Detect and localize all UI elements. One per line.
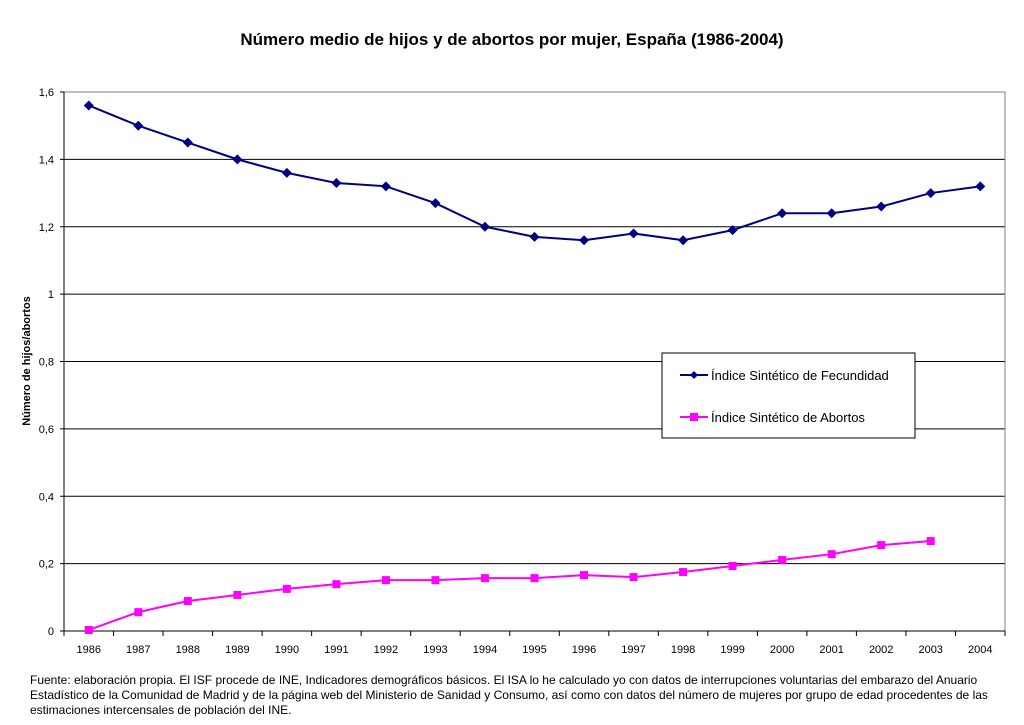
data-point bbox=[778, 555, 787, 564]
data-point bbox=[628, 228, 639, 239]
x-tick-label: 2003 bbox=[918, 644, 942, 656]
x-tick-label: 1989 bbox=[225, 644, 249, 656]
data-point bbox=[332, 580, 341, 589]
data-point bbox=[182, 137, 193, 148]
x-tick-label: 1998 bbox=[671, 644, 695, 656]
legend: Índice Sintético de Fecundidad Índice Sin… bbox=[661, 352, 916, 439]
y-tick-label: 0,4 bbox=[39, 491, 54, 503]
x-tick-label: 1986 bbox=[77, 644, 101, 656]
data-point bbox=[826, 208, 837, 219]
x-tick-label: 1996 bbox=[572, 644, 596, 656]
data-point bbox=[282, 584, 291, 593]
x-tick-label: 1988 bbox=[176, 644, 200, 656]
data-point bbox=[629, 573, 638, 582]
chart-title: Número medio de hijos y de abortos por m… bbox=[240, 30, 783, 49]
data-point bbox=[529, 231, 540, 242]
data-point bbox=[727, 225, 738, 236]
data-point bbox=[827, 550, 836, 559]
series-fecundidad bbox=[83, 100, 986, 246]
x-tick-label: 1992 bbox=[374, 644, 398, 656]
y-tick-label: 0,6 bbox=[39, 424, 54, 436]
data-point bbox=[380, 181, 391, 192]
x-tick-label: 1991 bbox=[324, 644, 348, 656]
x-tick-label: 1994 bbox=[473, 644, 497, 656]
x-tick-label: 2000 bbox=[770, 644, 794, 656]
x-tick-label: 1993 bbox=[423, 644, 447, 656]
data-point bbox=[430, 198, 441, 209]
data-point bbox=[232, 154, 243, 165]
x-tick-label: 2001 bbox=[819, 644, 843, 656]
y-tick-label: 1 bbox=[48, 289, 54, 301]
data-point bbox=[728, 561, 737, 570]
line-chart: Número medio de hijos y de abortos por m… bbox=[21, 30, 1006, 656]
data-point bbox=[530, 574, 539, 583]
data-point bbox=[331, 177, 342, 188]
gridlines bbox=[64, 158, 1005, 565]
x-tick-label: 1999 bbox=[720, 644, 744, 656]
data-point bbox=[876, 201, 887, 212]
data-point bbox=[579, 235, 590, 246]
series-line bbox=[88, 540, 931, 631]
legend-label: Índice Sintético de Abortos bbox=[711, 410, 865, 425]
data-point bbox=[183, 597, 192, 606]
y-axis-label: Número de hijos/abortos bbox=[21, 296, 33, 426]
data-point bbox=[925, 188, 936, 199]
data-point bbox=[431, 576, 440, 585]
data-point bbox=[134, 608, 143, 617]
data-point bbox=[580, 571, 589, 580]
x-tick-label: 2002 bbox=[869, 644, 893, 656]
x-tick-label: 1987 bbox=[126, 644, 150, 656]
series-line bbox=[88, 104, 981, 242]
x-tick-label: 1990 bbox=[275, 644, 299, 656]
y-tick-label: 0,2 bbox=[39, 559, 54, 571]
legend-item: Índice Sintético de Fecundidad bbox=[680, 368, 889, 383]
data-point bbox=[84, 625, 93, 634]
y-tick-label: 1,4 bbox=[39, 154, 54, 166]
data-point bbox=[133, 120, 144, 131]
data-point bbox=[233, 590, 242, 599]
y-ticks: 0 0,2 0,4 0,6 0,8 1 1,2 1,4 1,6 bbox=[39, 87, 64, 638]
data-point bbox=[479, 221, 490, 232]
y-tick-label: 0 bbox=[48, 626, 54, 638]
data-point bbox=[381, 576, 390, 585]
data-point bbox=[926, 537, 935, 546]
data-point bbox=[679, 568, 688, 577]
series-abortos bbox=[84, 537, 935, 634]
x-tick-label: 1995 bbox=[522, 644, 546, 656]
data-point bbox=[975, 181, 986, 192]
legend-box bbox=[661, 352, 916, 439]
legend-marker bbox=[690, 413, 698, 421]
source-footnote: Fuente: elaboración propia. El ISF proce… bbox=[30, 673, 988, 717]
legend-marker bbox=[690, 371, 698, 379]
y-tick-label: 1,6 bbox=[39, 87, 54, 99]
y-tick-label: 1,2 bbox=[39, 222, 54, 234]
data-point bbox=[480, 574, 489, 583]
data-point bbox=[777, 208, 788, 219]
data-point bbox=[281, 167, 292, 178]
series-group bbox=[83, 100, 986, 634]
x-tick-label: 2004 bbox=[968, 644, 992, 656]
legend-item: Índice Sintético de Abortos bbox=[680, 410, 865, 425]
y-tick-label: 0,8 bbox=[39, 357, 54, 369]
legend-label: Índice Sintético de Fecundidad bbox=[711, 368, 889, 383]
x-ticks: 1986 1987 1988 1989 1990 1991 1992 1993 1994 1995… bbox=[63, 631, 1006, 656]
data-point bbox=[83, 100, 94, 111]
data-point bbox=[678, 235, 689, 246]
data-point bbox=[877, 541, 886, 550]
x-tick-label: 1997 bbox=[621, 644, 645, 656]
